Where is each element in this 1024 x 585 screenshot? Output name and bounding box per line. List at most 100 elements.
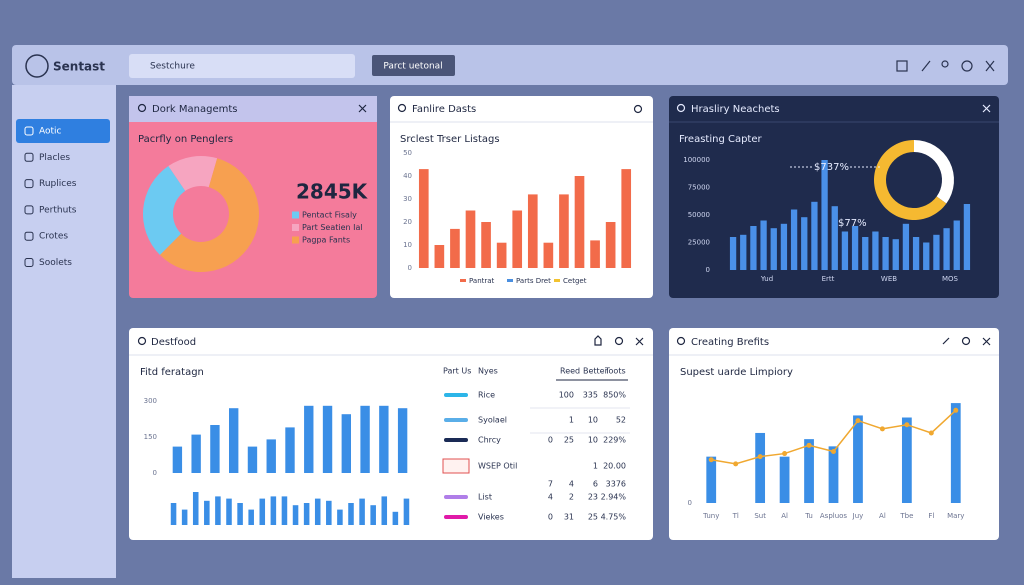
row-name: List (478, 493, 492, 502)
icon[interactable] (633, 104, 643, 114)
y-tick-label: 0 (706, 266, 710, 274)
bar (303, 503, 310, 525)
icon[interactable] (921, 60, 931, 72)
nav-item[interactable]: Crotes (39, 232, 68, 242)
bar (418, 169, 429, 268)
bar (215, 496, 221, 525)
bar (237, 503, 243, 525)
x-tick-label: Sut (754, 512, 766, 520)
nav-item[interactable]: Perthuts (39, 205, 77, 215)
close-icon[interactable] (982, 337, 991, 346)
line-point (708, 457, 714, 463)
row-name: Chrcy (478, 436, 501, 445)
nav-icon (24, 126, 34, 136)
row-swatch (444, 515, 468, 519)
x-tick-label: WEB (881, 275, 897, 283)
table-cell: 100 (559, 391, 574, 400)
charts: Pentact Fisaly Part Seatien Ial Pagpa Fant… (143, 140, 971, 525)
line-point (855, 418, 861, 424)
bar (804, 439, 814, 503)
nav-item[interactable]: Placles (39, 153, 70, 163)
bar (950, 403, 961, 503)
nav-item[interactable]: Ruplices (39, 179, 77, 189)
icon[interactable] (961, 336, 971, 346)
close-icon[interactable] (635, 337, 644, 346)
x-tick-label: Juy (852, 512, 864, 520)
x-tick-label: Yud (760, 275, 773, 283)
bar (779, 456, 790, 503)
y-tick-label: 30 (403, 195, 412, 203)
row-name: Viekes (478, 513, 504, 522)
bar (170, 503, 177, 525)
panel-icons (137, 103, 991, 346)
donut-segment (914, 140, 954, 204)
table-cell: 25 (588, 513, 598, 522)
bar (882, 237, 889, 270)
bar (923, 242, 930, 270)
x-tick-label: Tl (732, 512, 739, 520)
close-icon[interactable] (985, 60, 995, 72)
bar (322, 405, 333, 473)
button[interactable] (372, 55, 455, 76)
icon[interactable] (594, 335, 602, 346)
bar (892, 239, 899, 270)
line-point (928, 430, 934, 436)
y-tick-label: 150 (144, 433, 157, 441)
bar (326, 500, 332, 525)
bar (348, 503, 354, 525)
top-icons (896, 60, 995, 72)
nav-item[interactable]: Aotic (39, 127, 62, 137)
bar (801, 217, 808, 270)
search-box[interactable] (129, 54, 355, 78)
bar (481, 222, 491, 268)
bar (191, 434, 201, 473)
table-cell: 20.00 (603, 462, 626, 471)
close-icon[interactable] (358, 104, 367, 113)
bar (370, 505, 376, 525)
bar (755, 432, 766, 503)
bar (392, 511, 399, 525)
bar (434, 245, 445, 268)
bar (512, 210, 523, 268)
icon[interactable] (614, 336, 624, 346)
nav-icon (24, 152, 34, 162)
bar (953, 220, 960, 270)
sidebar (12, 85, 116, 578)
x-tick-label: Ertt (822, 275, 835, 283)
icon[interactable] (896, 60, 908, 72)
bar (590, 240, 600, 268)
table-cell: 4 (548, 493, 553, 502)
x-tick-label: Al (781, 512, 788, 520)
donut-segment (143, 166, 186, 256)
x-tick-label: Tu (804, 512, 813, 520)
annotation: $77% (838, 218, 867, 229)
table-cell: 229% (603, 436, 626, 445)
bar (621, 169, 632, 268)
icon[interactable] (961, 60, 973, 72)
y-tick-label: 40 (403, 172, 412, 180)
close-icon[interactable] (982, 104, 991, 113)
bar (770, 228, 777, 270)
bar (862, 237, 869, 270)
legend-label: Parts Dret (516, 277, 551, 285)
icon[interactable] (941, 60, 949, 68)
x-tick-label: Tbe (899, 512, 913, 520)
nav-item[interactable]: Soolets (39, 258, 72, 268)
panel-title: Hrasliry Neachets (691, 104, 780, 115)
y-tick-label: 10 (403, 241, 412, 249)
bar (226, 498, 232, 525)
row-swatch (444, 495, 468, 499)
row-swatch (444, 393, 468, 397)
table-cell: 52 (616, 416, 626, 425)
bar (341, 414, 351, 473)
panel (669, 328, 999, 540)
bar (740, 234, 747, 270)
icon[interactable] (942, 337, 950, 345)
table-cell: 7 (548, 480, 553, 489)
bar (403, 498, 410, 525)
row-swatch (442, 458, 470, 474)
bar (450, 228, 460, 268)
x-tick-label: Al (879, 512, 886, 520)
x-tick-label: Tuny (702, 512, 719, 520)
